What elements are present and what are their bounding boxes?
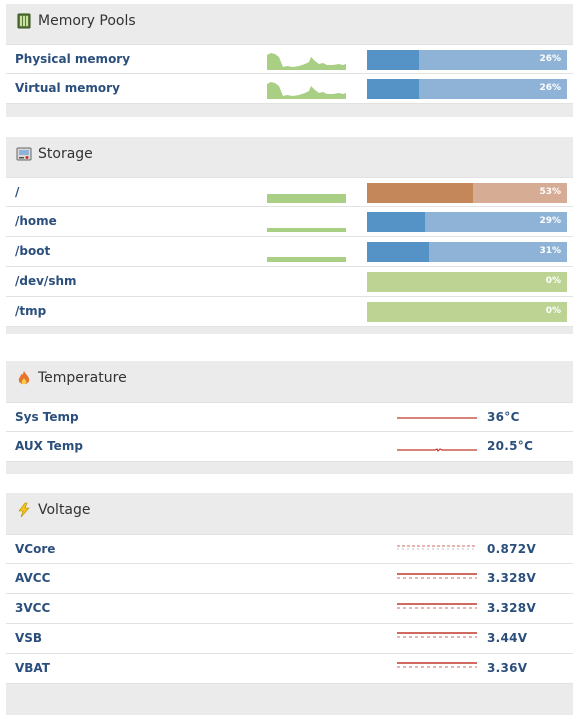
- usage-bar-fill: [367, 183, 473, 203]
- sensor-value: 36°C: [487, 410, 520, 424]
- sensor-label: VCore: [15, 542, 56, 556]
- usage-bar-fill: [367, 79, 419, 99]
- temperature-trend: [397, 417, 477, 419]
- temperature-panel: Temperature Sys Temp 36°C AUX Temp 20.5°…: [6, 361, 573, 474]
- memory-label: Physical memory: [15, 52, 131, 66]
- hard-drive-icon: [16, 146, 32, 162]
- usage-percent: 26%: [539, 83, 561, 93]
- sensor-label: VSB: [15, 631, 43, 645]
- storage-row-devshm[interactable]: /dev/shm 0%: [6, 267, 573, 297]
- usage-percent: 26%: [539, 54, 561, 64]
- voltage-row-vsb[interactable]: VSB 3.44V: [6, 624, 573, 654]
- usage-bar: 0%: [367, 272, 567, 292]
- lightning-icon: [16, 502, 32, 518]
- usage-bar-fill: [367, 50, 419, 70]
- memory-sparkline: [267, 53, 346, 70]
- memory-pools-title: Memory Pools: [38, 13, 136, 29]
- usage-percent: 53%: [539, 187, 561, 197]
- voltage-trend: [397, 662, 477, 668]
- usage-percent: 31%: [539, 246, 561, 256]
- mount-label: /tmp: [15, 304, 47, 318]
- storage-title: Storage: [38, 146, 93, 162]
- voltage-row-avcc[interactable]: AVCC 3.328V: [6, 564, 573, 594]
- sensor-value: 3.36V: [487, 661, 528, 675]
- usage-percent: 29%: [539, 216, 561, 226]
- voltage-row-3vcc[interactable]: 3VCC 3.328V: [6, 594, 573, 624]
- mount-label: /dev/shm: [15, 274, 77, 288]
- sensor-label: 3VCC: [15, 601, 51, 615]
- voltage-row-vbat[interactable]: VBAT 3.36V: [6, 654, 573, 684]
- sensor-label: VBAT: [15, 661, 50, 675]
- storage-row-tmp[interactable]: /tmp 0%: [6, 297, 573, 327]
- usage-bar: 26%: [367, 79, 567, 99]
- sensor-value: 20.5°C: [487, 439, 534, 453]
- temperature-row-sys[interactable]: Sys Temp 36°C: [6, 402, 573, 432]
- mount-label: /home: [15, 214, 57, 228]
- flame-icon: [16, 370, 32, 386]
- temperature-header: Temperature: [6, 361, 573, 395]
- voltage-header: Voltage: [6, 493, 573, 527]
- voltage-row-vcore[interactable]: VCore 0.872V: [6, 534, 573, 564]
- mount-label: /boot: [15, 244, 51, 258]
- memory-pools-panel: Memory Pools Physical memory 26% Virtual…: [6, 4, 573, 117]
- memory-sparkline: [267, 82, 346, 99]
- voltage-trend: [397, 632, 477, 638]
- sensor-value: 3.328V: [487, 601, 537, 615]
- sensor-label: Sys Temp: [15, 410, 79, 424]
- sensor-value: 0.872V: [487, 542, 537, 556]
- storage-row-boot[interactable]: /boot 31%: [6, 237, 573, 267]
- sensor-value: 3.328V: [487, 571, 537, 585]
- sensor-label: AVCC: [15, 571, 51, 585]
- memory-row-virtual[interactable]: Virtual memory 26%: [6, 74, 573, 104]
- memory-row-physical[interactable]: Physical memory 26%: [6, 44, 573, 74]
- memory-label: Virtual memory: [15, 81, 120, 95]
- sensor-label: AUX Temp: [15, 439, 83, 453]
- usage-bar-fill: [367, 242, 429, 262]
- storage-row-home[interactable]: /home 29%: [6, 207, 573, 237]
- storage-sparkline: [267, 194, 346, 203]
- temperature-row-aux[interactable]: AUX Temp 20.5°C: [6, 432, 573, 462]
- voltage-trend: [397, 573, 477, 579]
- voltage-title: Voltage: [38, 502, 91, 518]
- temperature-title: Temperature: [38, 370, 127, 386]
- usage-bar: 29%: [367, 212, 567, 232]
- voltage-trend: [397, 603, 477, 609]
- sensor-value: 3.44V: [487, 631, 528, 645]
- memory-pools-header: Memory Pools: [6, 4, 573, 38]
- mount-label: /: [15, 185, 20, 199]
- voltage-trend: [397, 545, 477, 550]
- storage-panel: Storage / 53% /home 29% /boot 31%: [6, 137, 573, 334]
- storage-sparkline: [267, 257, 346, 262]
- storage-sparkline: [267, 228, 346, 232]
- storage-header: Storage: [6, 137, 573, 171]
- storage-row-root[interactable]: / 53%: [6, 177, 573, 207]
- voltage-panel: Voltage VCore 0.872V AVCC 3.328V 3VCC 3.…: [6, 493, 573, 715]
- usage-bar: 53%: [367, 183, 567, 203]
- usage-bar: 31%: [367, 242, 567, 262]
- usage-bar-fill: [367, 212, 425, 232]
- usage-percent: 0%: [545, 276, 561, 286]
- usage-bar: 26%: [367, 50, 567, 70]
- memory-chip-icon: [16, 13, 32, 29]
- usage-percent: 0%: [545, 306, 561, 316]
- usage-bar: 0%: [367, 302, 567, 322]
- temperature-trend: [397, 448, 477, 453]
